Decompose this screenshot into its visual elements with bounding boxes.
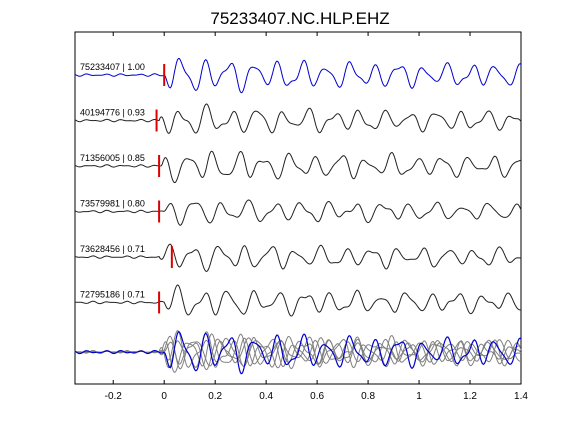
trace-label: 72795186 | 0.71 [80, 290, 145, 300]
trace-label: 71356005 | 0.85 [80, 153, 145, 163]
plot-frame [74, 31, 522, 385]
stack-trace-6 [74, 329, 521, 370]
trace-5: 73628456 | 0.71 [74, 243, 522, 272]
trace-line [74, 57, 522, 94]
trace-3: 71356005 | 0.85 [74, 150, 522, 184]
x-tick-label: 0.4 [259, 391, 273, 402]
trace-line [74, 243, 522, 272]
x-tick-label: 0.6 [310, 391, 324, 402]
stack-trace-1 [74, 331, 522, 375]
trace-label: 73628456 | 0.71 [80, 244, 145, 254]
trace-label: 40194776 | 0.93 [80, 108, 145, 118]
trace-6: 72795186 | 0.71 [74, 284, 521, 317]
x-tick-label: -0.2 [105, 391, 123, 402]
trace-line [74, 284, 521, 317]
trace-label: 75233407 | 1.00 [80, 62, 145, 72]
x-tick-label: 1 [416, 391, 422, 402]
x-tick-label: 1.4 [514, 391, 528, 402]
trace-line [74, 199, 522, 226]
trace-line [74, 150, 522, 184]
trace-line [74, 103, 522, 134]
trace-1: 75233407 | 1.00 [74, 57, 522, 94]
x-axis: -0.2 0 0.2 0.4 0.6 0.8 1 1.2 1.4 [105, 32, 528, 402]
trace-2: 40194776 | 0.93 [74, 103, 522, 134]
x-tick-label: 0 [161, 391, 167, 402]
x-tick-label: 0.8 [361, 391, 375, 402]
trace-label: 73579981 | 0.80 [80, 199, 145, 209]
trace-4: 73579981 | 0.80 [74, 199, 522, 226]
stacked-overlay [74, 329, 522, 375]
x-tick-label: 0.2 [208, 391, 222, 402]
traces: 75233407 | 1.00 40194776 | 0.93 71356005 |… [74, 57, 522, 317]
chart-title: 75233407.NC.HLP.EHZ [210, 9, 389, 28]
x-tick-label: 1.2 [463, 391, 477, 402]
